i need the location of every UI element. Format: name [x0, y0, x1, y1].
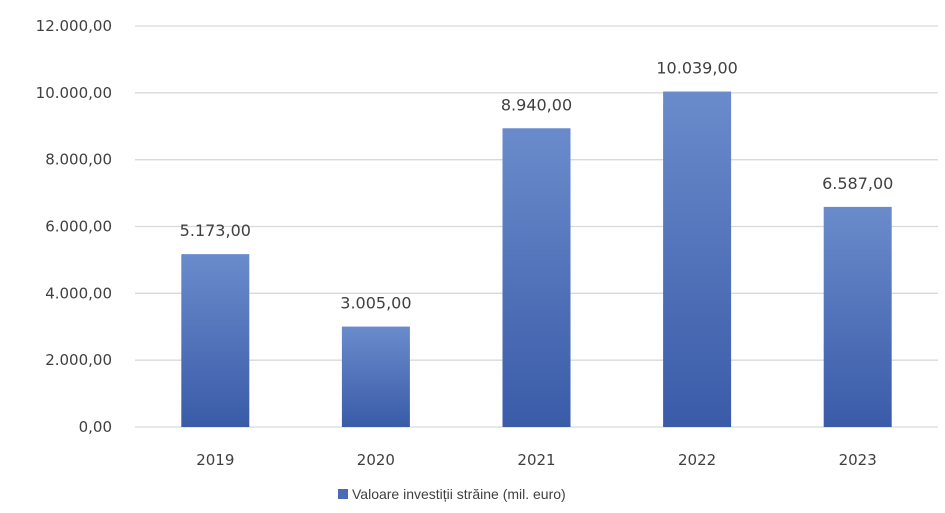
bar: [663, 91, 732, 427]
legend-swatch: [338, 489, 348, 499]
y-tick-label: 8.000,00: [45, 151, 112, 169]
x-tick-label: 2019: [196, 451, 234, 469]
y-tick-label: 6.000,00: [45, 218, 112, 236]
y-tick-label: 4.000,00: [45, 284, 112, 302]
x-tick-label: 2023: [839, 451, 877, 469]
x-axis-tick-labels: 2019 2020 2021 2022 2023: [196, 451, 877, 469]
data-label: 8.940,00: [501, 95, 572, 114]
data-labels: 5.173,00 3.005,00 8.940,00 10.039,00 6.587,0…: [180, 59, 894, 313]
data-label: 10.039,00: [656, 59, 737, 78]
y-tick-label: 10.000,00: [36, 84, 112, 102]
y-axis-tick-labels: 0,00 2.000,00 4.000,00 6.000,00 8.000,00 10.0…: [36, 17, 112, 436]
y-tick-label: 0,00: [79, 418, 112, 436]
legend: Valoare investiții străine (mil. euro): [338, 486, 566, 502]
x-tick-label: 2020: [357, 451, 395, 469]
data-label: 3.005,00: [340, 294, 411, 313]
y-tick-label: 12.000,00: [36, 17, 112, 35]
data-label: 6.587,00: [822, 174, 893, 193]
bars: [181, 91, 892, 427]
data-label: 5.173,00: [180, 221, 251, 240]
y-tick-label: 2.000,00: [45, 351, 112, 369]
bar: [823, 206, 892, 427]
x-tick-label: 2022: [678, 451, 716, 469]
legend-label: Valoare investiții străine (mil. euro): [352, 486, 566, 502]
bar: [502, 128, 571, 427]
bar: [181, 254, 250, 427]
x-tick-label: 2021: [517, 451, 555, 469]
bar: [341, 326, 410, 427]
